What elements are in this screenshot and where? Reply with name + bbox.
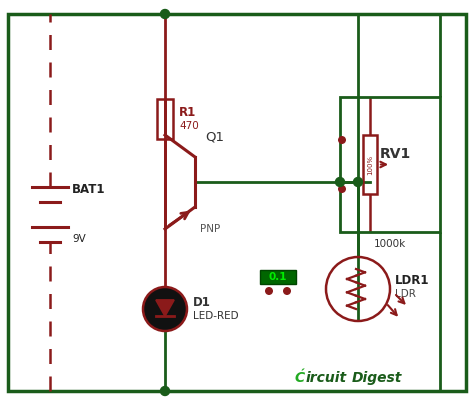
Text: R1: R1 xyxy=(179,107,196,120)
Circle shape xyxy=(354,177,363,186)
Text: D1: D1 xyxy=(193,297,211,309)
Text: LDR1: LDR1 xyxy=(395,274,429,287)
Text: 9V: 9V xyxy=(72,234,86,245)
Text: RV1: RV1 xyxy=(379,147,410,162)
Text: LDR: LDR xyxy=(395,289,416,299)
Text: Q1: Q1 xyxy=(205,131,224,144)
Circle shape xyxy=(338,185,346,193)
Text: 470: 470 xyxy=(179,121,199,131)
Circle shape xyxy=(143,287,187,331)
Text: BAT1: BAT1 xyxy=(72,183,106,196)
Text: 1000k: 1000k xyxy=(374,239,406,249)
Text: LED-RED: LED-RED xyxy=(193,311,238,321)
Text: 0.1: 0.1 xyxy=(269,272,287,282)
Circle shape xyxy=(161,9,170,18)
Circle shape xyxy=(283,287,291,295)
Text: ircuit: ircuit xyxy=(306,371,347,385)
Polygon shape xyxy=(156,300,174,316)
Circle shape xyxy=(161,387,170,396)
Circle shape xyxy=(265,287,273,295)
Text: Digest: Digest xyxy=(352,371,402,385)
Text: Ć: Ć xyxy=(295,371,305,385)
Text: 100%: 100% xyxy=(367,154,373,175)
Text: PNP: PNP xyxy=(200,224,220,234)
Circle shape xyxy=(336,177,345,186)
Polygon shape xyxy=(260,270,296,284)
Circle shape xyxy=(338,136,346,144)
